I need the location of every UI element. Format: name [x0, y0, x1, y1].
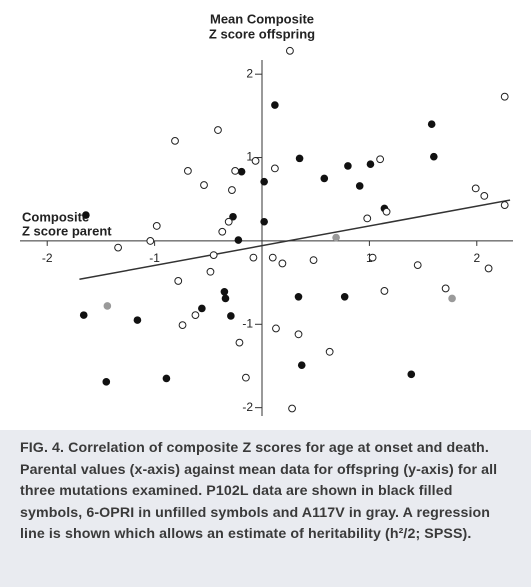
data-point [103, 302, 112, 310]
data-point [294, 330, 303, 339]
data-point [228, 186, 236, 194]
data-point [288, 404, 296, 413]
y-tick-label: 1 [246, 150, 253, 164]
figure-caption: FIG. 4. Correlation of composite Z score… [20, 440, 498, 543]
data-point [270, 164, 279, 173]
data-point [430, 152, 438, 161]
data-point [229, 212, 237, 221]
data-point [484, 264, 493, 273]
data-point [235, 338, 244, 347]
data-point [184, 166, 192, 175]
data-point [366, 160, 375, 169]
data-point [114, 243, 122, 252]
data-point [278, 259, 287, 268]
data-point [407, 370, 416, 379]
data-point [286, 46, 294, 55]
data-point [413, 261, 422, 269]
x-tick-label: 2 [473, 251, 480, 265]
data-point [79, 311, 88, 319]
data-point [234, 236, 243, 244]
data-point [272, 324, 280, 333]
y-tick-label: -2 [242, 400, 253, 414]
data-point [309, 256, 318, 264]
data-point [448, 294, 456, 303]
data-point [200, 181, 208, 189]
x-tick-label: -1 [149, 251, 160, 265]
data-point [237, 167, 246, 176]
data-point [82, 211, 90, 219]
data-point [376, 155, 385, 164]
data-point [133, 316, 142, 324]
data-point [363, 214, 372, 223]
data-point [480, 192, 489, 200]
data-point [251, 156, 260, 165]
data-point [162, 374, 171, 383]
data-point [241, 373, 250, 382]
data-point [102, 378, 111, 386]
chart-title: Mean Composite [210, 11, 314, 26]
data-point [178, 321, 187, 330]
data-point [227, 312, 235, 320]
data-point [198, 304, 206, 313]
data-point [221, 294, 230, 303]
data-point [171, 136, 179, 145]
data-point [294, 292, 303, 301]
y-tick-label: -1 [242, 316, 253, 330]
data-point [344, 162, 352, 170]
data-point [249, 253, 258, 262]
data-point [260, 177, 268, 186]
data-point [340, 292, 349, 301]
data-point [206, 267, 215, 276]
data-point [332, 233, 340, 242]
data-point [214, 126, 222, 134]
data-point [231, 166, 240, 175]
data-point [471, 184, 480, 193]
data-point [218, 227, 227, 236]
data-point [260, 217, 268, 226]
data-point [427, 120, 436, 129]
regression-line [79, 199, 511, 281]
data-point [380, 287, 389, 295]
x-axis-label: Composite [22, 209, 89, 224]
data-point [191, 311, 200, 320]
chart: Mean Composite Z score offspring Composi… [0, 0, 531, 430]
x-axis-label: Z score parent [22, 223, 112, 238]
data-point [295, 154, 304, 163]
data-point [500, 92, 509, 101]
data-point [152, 222, 161, 230]
data-point [441, 284, 450, 293]
x-tick-label: -2 [42, 251, 53, 265]
y-tick-label: 2 [246, 66, 253, 80]
data-point [209, 251, 218, 259]
data-point [325, 347, 334, 356]
data-point [224, 217, 233, 226]
data-point [174, 277, 183, 285]
data-point [382, 207, 391, 216]
data-point [500, 201, 509, 209]
data-point [220, 287, 229, 296]
data-point [271, 101, 279, 109]
data-point [320, 174, 329, 183]
data-point [268, 253, 277, 262]
data-point [355, 182, 364, 190]
chart-subtitle: Z score offspring [209, 26, 315, 41]
data-point [368, 253, 377, 262]
data-point [146, 237, 155, 245]
data-point [297, 361, 306, 369]
